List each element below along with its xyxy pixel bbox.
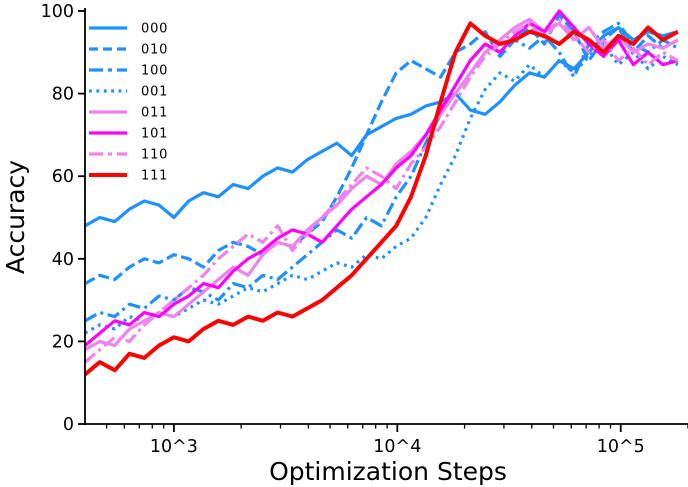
legend-item-111: 111 (89, 169, 168, 184)
x-tick-label: 10^4 (373, 437, 421, 457)
legend-item-110: 110 (89, 148, 168, 163)
legend-item-010: 010 (89, 43, 168, 58)
series-lines (83, 9, 679, 376)
y-tick-label: 20 (52, 332, 74, 352)
series-line-110 (83, 17, 679, 364)
legend-item-100: 100 (89, 64, 168, 79)
legend-label: 011 (141, 106, 168, 121)
legend-label: 001 (141, 85, 168, 100)
legend: 000 010 100 001 011 101 110 111 (89, 22, 168, 184)
x-tick-label: 10^5 (597, 437, 645, 457)
legend-label: 100 (141, 64, 168, 79)
legend-label: 110 (141, 148, 168, 163)
series-line-001 (84, 42, 679, 335)
x-tick-label: 10^3 (150, 437, 198, 457)
legend-label: 111 (141, 169, 168, 184)
y-tick-label: 40 (52, 250, 74, 270)
y-axis-label: Accuracy (1, 160, 30, 274)
y-tick-label: 60 (52, 167, 74, 187)
legend-label: 101 (141, 127, 168, 142)
legend-item-011: 011 (89, 106, 168, 121)
series-line-000 (84, 25, 679, 228)
legend-label: 000 (141, 22, 168, 37)
legend-item-001: 001 (89, 85, 168, 100)
series-line-111 (83, 21, 679, 376)
legend-item-000: 000 (89, 22, 168, 37)
y-tick-label: 80 (52, 85, 74, 105)
series-line-100 (84, 21, 679, 323)
x-axis-label: Optimization Steps (269, 457, 507, 486)
axes: 0 20 40 60 80 100 10^3 10^4 10^5 (41, 2, 688, 457)
legend-label: 010 (141, 43, 168, 58)
y-tick-label: 100 (41, 2, 74, 22)
y-tick-label: 0 (63, 415, 74, 435)
series-line-010 (84, 13, 679, 285)
legend-item-101: 101 (89, 127, 168, 142)
